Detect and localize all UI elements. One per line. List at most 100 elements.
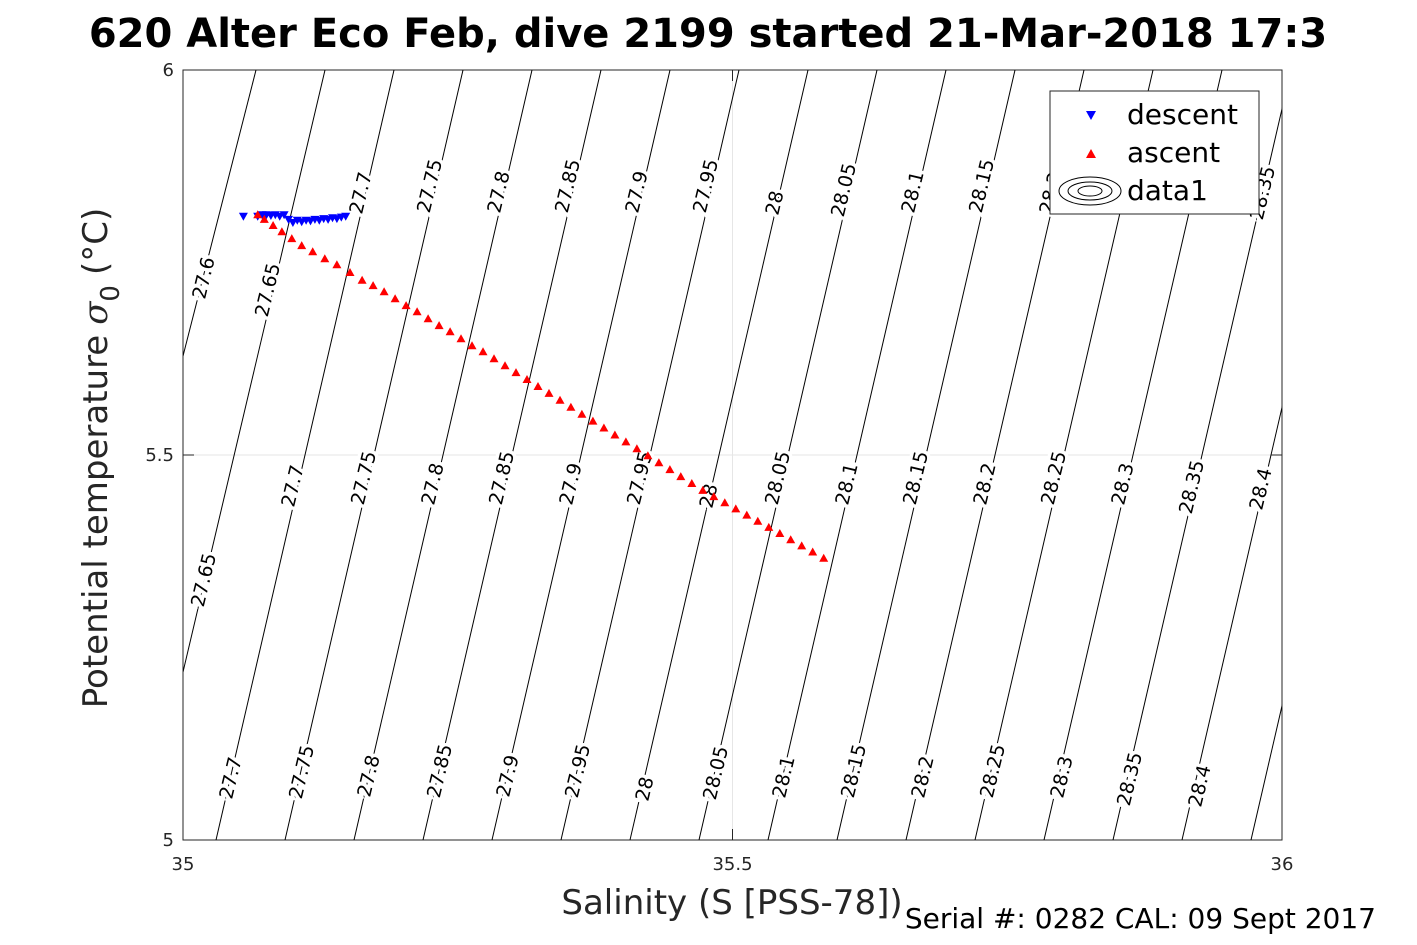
ascent-point [643, 451, 653, 460]
ascent-point [357, 275, 367, 284]
ascent-point [268, 221, 278, 229]
ascent-point [786, 535, 796, 544]
ascent-point [709, 492, 719, 501]
ascent-point [665, 465, 675, 474]
descent-point [279, 211, 289, 220]
ascent-point [731, 504, 741, 513]
y-axis-label-text: Potential temperature [76, 335, 116, 708]
ascent-point [390, 294, 400, 303]
isopycnal-line [284, 70, 464, 840]
ascent-point [467, 341, 477, 350]
ascent-point [259, 214, 269, 223]
ascent-point [742, 510, 752, 519]
isopycnal-line [491, 70, 671, 840]
y-tick-label: 6 [163, 60, 174, 81]
x-tick-label: 35.5 [712, 854, 752, 875]
isopycnal-line [836, 70, 1016, 840]
ascent-point [753, 516, 763, 525]
x-tick-labels: 35 35.5 36 [172, 854, 1294, 875]
data-markers [238, 210, 829, 562]
legend-box [1049, 90, 1260, 215]
legend-data1-label: data1 [1127, 174, 1208, 207]
ascent-point [345, 268, 355, 276]
isopycnal-line [215, 70, 395, 840]
ascent-point [478, 347, 488, 356]
ascent-point [588, 416, 598, 425]
isopycnal-line [353, 70, 533, 840]
y-axis-label: Potential temperature σ0 (°C) [76, 208, 126, 709]
isopycnal-line [1250, 703, 1282, 840]
ascent-point [320, 254, 330, 263]
ascent-point [555, 395, 565, 404]
ascent-point [621, 437, 631, 446]
ascent-point [599, 423, 609, 432]
ascent-point [775, 529, 785, 537]
x-tick-label: 35 [172, 854, 195, 875]
ascent-point [287, 234, 297, 243]
x-tick-label: 36 [1271, 854, 1294, 875]
ascent-point [379, 287, 389, 296]
ascent-point [368, 281, 378, 290]
ascent-point [566, 402, 576, 411]
ascent-point [654, 458, 664, 467]
ascent-point [308, 247, 318, 256]
ascent-point [297, 241, 307, 250]
grid-lines [183, 70, 1282, 840]
legend-descent-label: descent [1127, 98, 1238, 131]
y-tick-label: 5 [163, 830, 174, 851]
descent-point [238, 212, 248, 221]
legend-contour-icon [1058, 176, 1122, 206]
isopycnal-line [1112, 106, 1282, 840]
legend: descent ascent data1 [1049, 90, 1260, 215]
ascent-point [423, 314, 433, 323]
isopycnal-line [629, 70, 809, 840]
ascent-point [445, 327, 455, 336]
descent-point [288, 219, 298, 227]
x-axis-label: Salinity (S [PSS-78]) [561, 883, 902, 923]
ascent-point [577, 409, 587, 418]
ascent-point [698, 485, 708, 494]
y-axis-label-subscript: 0 [96, 285, 126, 302]
ascent-point [401, 301, 411, 310]
ascent-point [489, 354, 499, 363]
ascent-point [676, 472, 686, 481]
descent-point [284, 215, 293, 224]
ascent-point [819, 553, 829, 562]
ascent-point [797, 541, 807, 550]
isopycnal-line [767, 70, 947, 840]
isopycnal-line [183, 70, 257, 357]
ascent-point [253, 210, 263, 219]
descent-point [341, 212, 351, 221]
ascent-point [456, 334, 466, 343]
ascent-point [764, 522, 774, 531]
ascent-point [632, 444, 642, 453]
ascent-point [720, 498, 730, 507]
legend-ascent-label: ascent [1127, 136, 1220, 169]
y-axis-label-unit: (°C) [76, 208, 116, 275]
ascent-point [332, 260, 342, 269]
legend-ascent-marker [1086, 149, 1096, 158]
ascent-point [522, 375, 532, 383]
isopycnal-line [560, 70, 740, 840]
chart-title: 620 Alter Eco Feb, dive 2199 started 21-… [89, 11, 1327, 57]
isopycnal-line [183, 70, 326, 673]
legend-descent-marker [1086, 111, 1096, 120]
ascent-point [277, 227, 287, 236]
ascent-point [808, 547, 818, 556]
ascent-point [610, 430, 620, 439]
ascent-point [544, 388, 554, 397]
serial-cal-footer: Serial #: 0282 CAL: 09 Sept 2017 [905, 902, 1376, 935]
ascent-point [500, 361, 510, 370]
ascent-point [412, 307, 422, 316]
y-tick-labels: 5 5.5 6 [145, 60, 174, 851]
tick-marks [183, 70, 1282, 840]
ascent-point [533, 382, 543, 390]
y-tick-label: 5.5 [145, 445, 174, 466]
y-axis-label-symbol: σ [76, 301, 116, 325]
isopycnal-line [422, 70, 602, 840]
ascent-point [434, 321, 444, 330]
ascent-point [687, 479, 697, 487]
ascent-point [511, 368, 521, 377]
isopycnal-line [698, 70, 878, 840]
